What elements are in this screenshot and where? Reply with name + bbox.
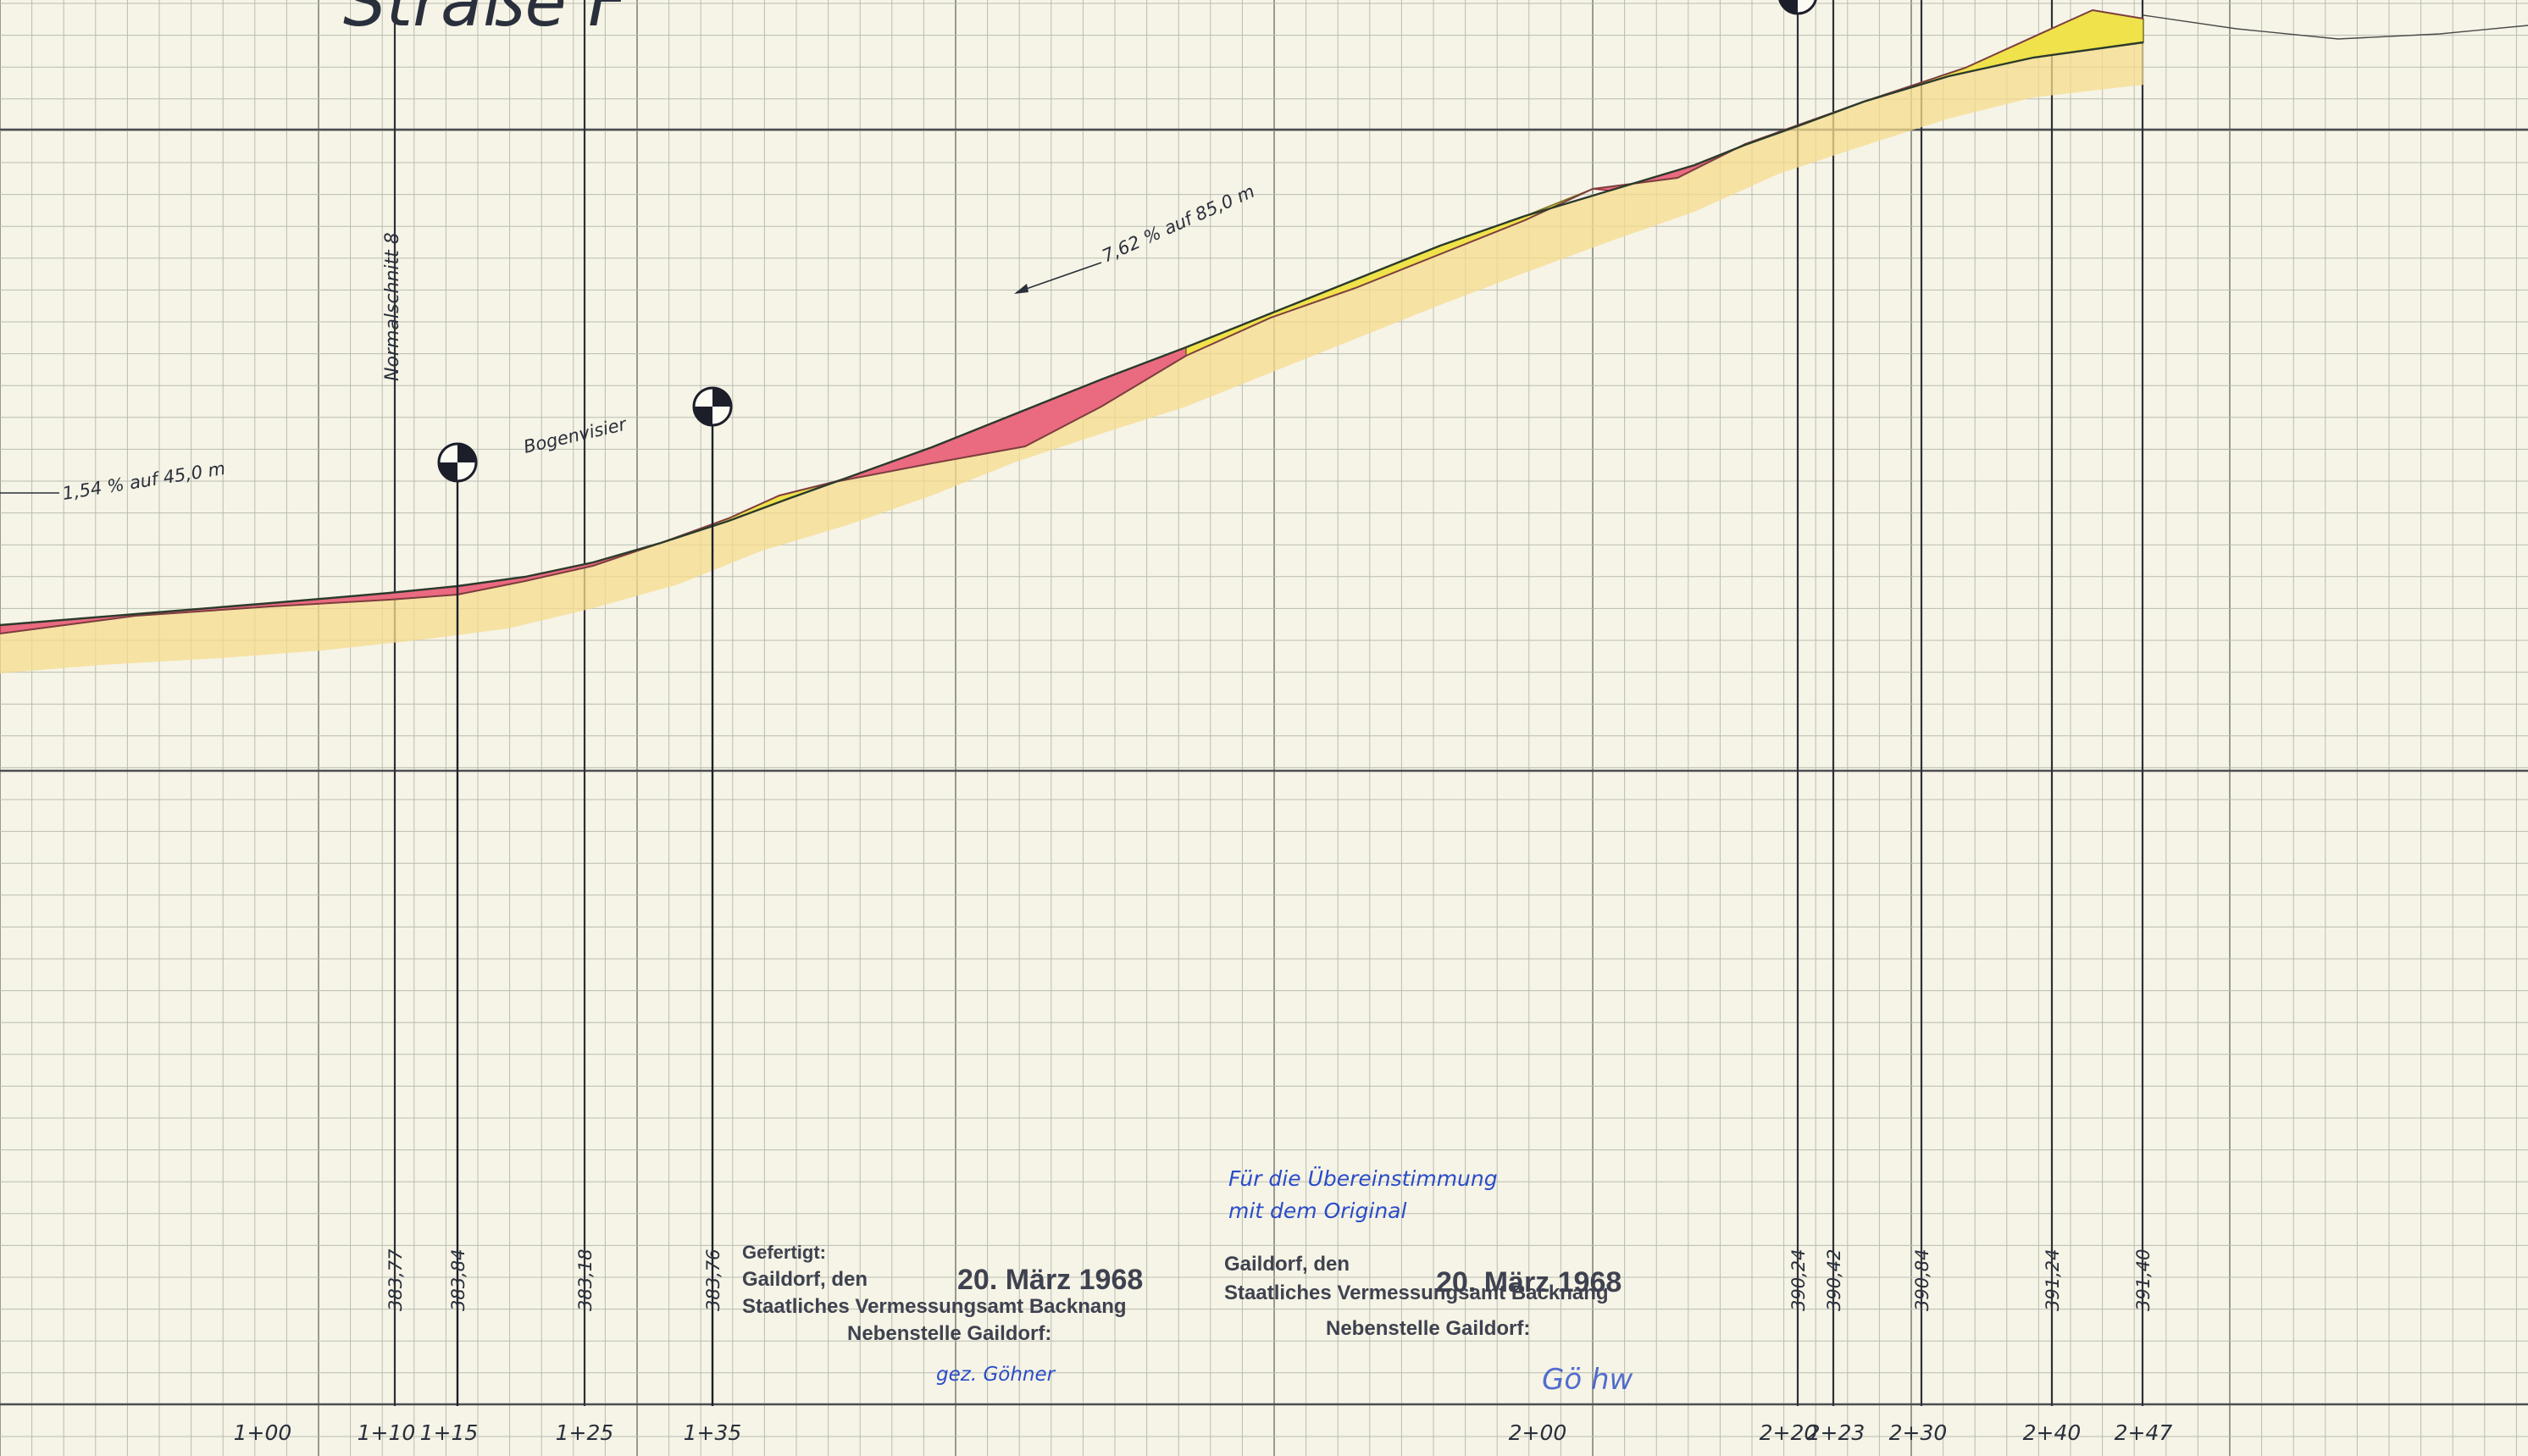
grade-2-leader [1016,262,1102,293]
normalschnitt-label: Normalschnitt 8 [382,232,403,381]
survey-marker-icon [1778,0,1817,15]
elevation-label: 391,24 [2043,1249,2063,1311]
conformity-line-1: Für die Übereinstimmung [1228,1166,1498,1191]
signed-left: gez. Göhner [936,1364,1056,1386]
station-label: 1+25 [556,1420,614,1445]
branch-label-right: Nebenstelle Gaildorf: [1326,1317,1530,1340]
elevation-label: 383,84 [448,1249,468,1311]
station-label: 2+20 [1760,1420,1818,1445]
survey-marker-icon [437,442,478,1406]
survey-marker-icon [692,386,733,1406]
embankment-shoulder-band [0,42,2143,673]
station-label: 1+10 [358,1420,416,1445]
continuation-line [2143,14,2528,40]
station-labels: 1+00 1+10 1+15 1+25 1+35 2+00 2+202+23 2+30 2+40… [234,1420,2173,1445]
gefertigt-label: Gefertigt: [742,1242,826,1263]
station-label: 1+00 [234,1420,292,1445]
certification-left: Gefertigt: Gaildorf, den 20. März 1968 S… [742,1242,1143,1386]
elevation-label: 390,42 [1824,1249,1844,1311]
branch-label-left: Nebenstelle Gaildorf: [847,1322,1051,1345]
office-label-right: Staatliches Vermessungsamt Backnang [1224,1282,1609,1304]
elevation-labels: 383,77 383,84 383,18 383,76 390,24 390,42 390,… [385,1248,2154,1311]
elevation-label: 390,84 [1912,1249,1932,1311]
elevation-label: 383,18 [575,1249,596,1311]
station-label: 2+23 [1807,1420,1866,1445]
place-label-left: Gaildorf, den [742,1268,868,1291]
signature-right: Gö hw [1542,1363,1633,1397]
station-label: 2+00 [1509,1420,1567,1445]
elevation-label: 383,77 [385,1248,406,1311]
elevation-label: 391,40 [2133,1249,2154,1311]
conformity-line-2: mit dem Original [1228,1199,1406,1223]
design-grade-line [0,41,2144,627]
elevation-label: 390,24 [1788,1249,1809,1311]
drawing-title: Straße F [343,0,628,42]
elevation-label: 383,76 [703,1249,723,1311]
place-label-right: Gaildorf, den [1224,1253,1350,1276]
station-lines [393,0,2144,1406]
station-label: 1+35 [684,1420,742,1445]
date-stamp-left: 20. März 1968 [957,1264,1143,1296]
station-label: 2+40 [2023,1420,2082,1445]
office-label-left: Staatliches Vermessungsamt Backnang [742,1295,1127,1318]
station-label: 2+47 [2115,1420,2173,1445]
station-label: 1+15 [420,1420,479,1445]
date-stamp-right: 20. März 1968 [1436,1266,1622,1298]
station-label: 2+30 [1889,1420,1948,1445]
arrow-icon [1014,284,1028,294]
certification-right: Für die Übereinstimmung mit dem Original… [1224,1166,1633,1397]
